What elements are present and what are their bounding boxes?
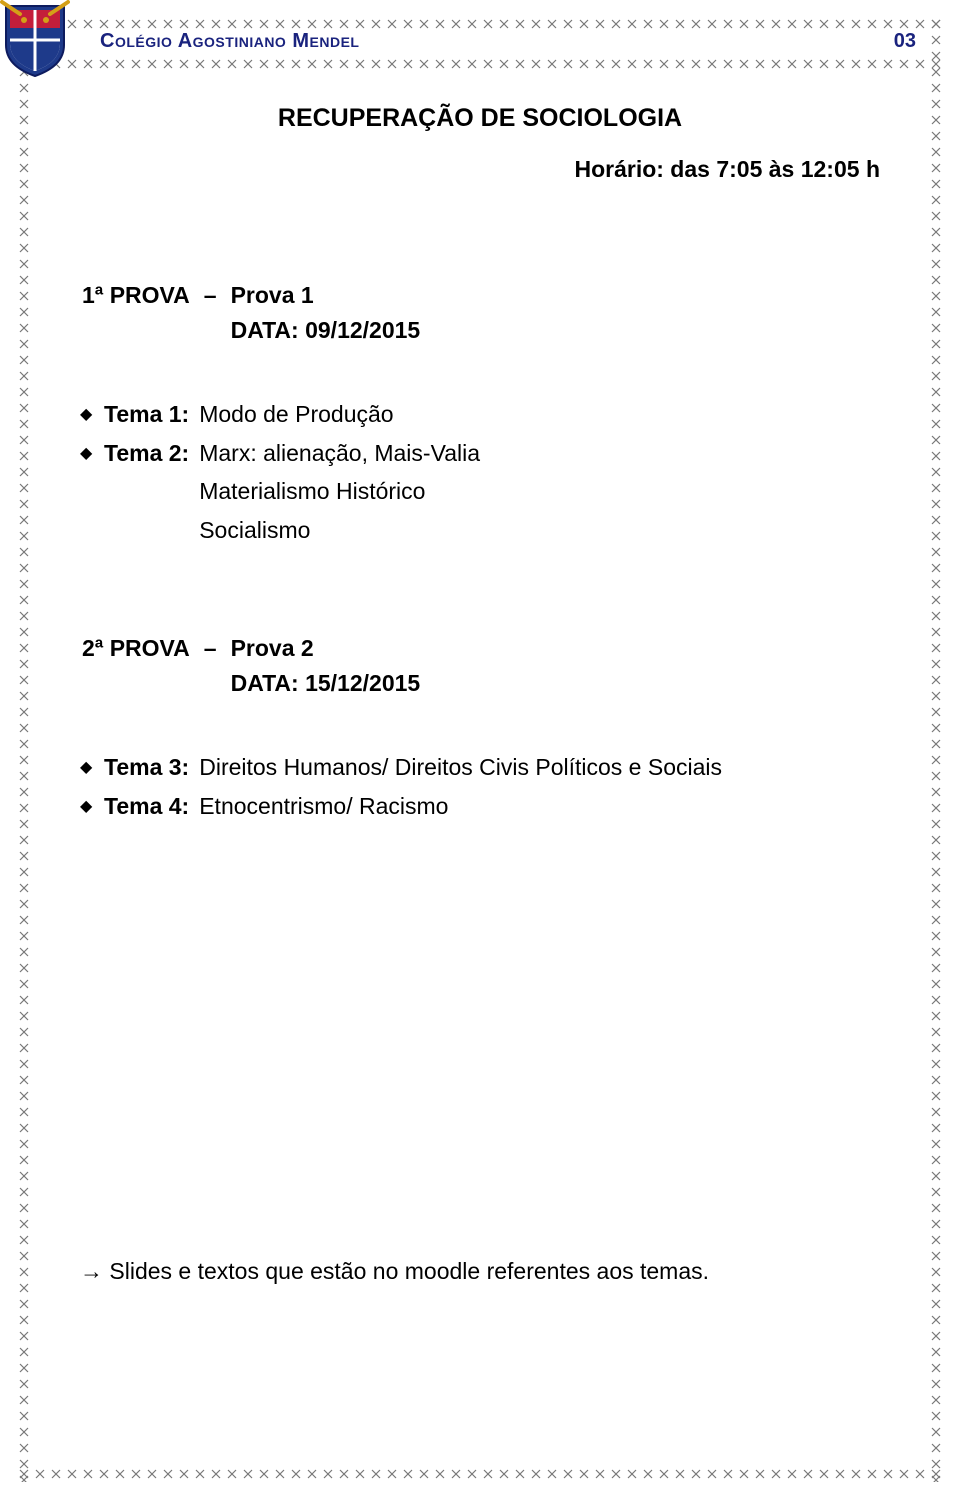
arrow-icon: → (80, 1258, 103, 1284)
prova1-heading: 1ª PROVA – Prova 1 DATA: 09/12/2015 (80, 276, 422, 349)
border-left (16, 16, 32, 1482)
border-top-2 (16, 56, 944, 72)
tema-row: ◆ Tema 2: Marx: alienação, Mais-Valia (80, 434, 480, 473)
tema-label: Tema 3: (104, 748, 199, 787)
prova1-label: 1ª PROVA (82, 278, 202, 347)
tema-text: Direitos Humanos/ Direitos Civis Polític… (199, 748, 722, 787)
content-area: RECUPERAÇÃO DE SOCIOLOGIA Horário: das 7… (80, 100, 880, 1438)
tema-text: Marx: alienação, Mais-Valia (199, 434, 480, 473)
prova2-date: DATA: 15/12/2015 (231, 666, 421, 701)
bullet-icon: ◆ (80, 395, 104, 434)
tema-row: ◆ Tema 1: Modo de Produção (80, 395, 480, 434)
tema-label: Tema 4: (104, 787, 199, 826)
tema-row: ◆ Tema 3: Direitos Humanos/ Direitos Civ… (80, 748, 722, 787)
school-name: Colégio Agostiniano Mendel (100, 30, 359, 53)
prova1-temas: ◆ Tema 1: Modo de Produção ◆ Tema 2: Mar… (80, 395, 480, 549)
bullet-icon: ◆ (80, 434, 104, 473)
border-right (928, 16, 944, 1482)
tema-sub-text: Materialismo Histórico (199, 472, 480, 511)
tema-row: ◆ Tema 4: Etnocentrismo/ Racismo (80, 787, 722, 826)
border-bottom (16, 1466, 944, 1482)
prova1-name: Prova 1 (231, 278, 421, 313)
prova2-label: 2ª PROVA (82, 631, 202, 700)
tema-sub-text: Socialismo (199, 511, 480, 550)
tema-sub-row: Materialismo Histórico (80, 472, 480, 511)
page-title: RECUPERAÇÃO DE SOCIOLOGIA (80, 100, 880, 138)
bullet-icon: ◆ (80, 748, 104, 787)
prova2-heading: 2ª PROVA – Prova 2 DATA: 15/12/2015 (80, 629, 422, 702)
prova2-name: Prova 2 (231, 631, 421, 666)
bullet-icon: ◆ (80, 787, 104, 826)
page-number: 03 (894, 30, 916, 53)
tema-sub-row: Socialismo (80, 511, 480, 550)
prova1-dash: – (204, 278, 229, 347)
tema-label: Tema 1: (104, 395, 199, 434)
tema-text: Modo de Produção (199, 395, 480, 434)
prova2-temas: ◆ Tema 3: Direitos Humanos/ Direitos Civ… (80, 748, 722, 825)
schedule-subtitle: Horário: das 7:05 às 12:05 h (80, 152, 880, 187)
footer-note: → Slides e textos que estão no moodle re… (80, 1254, 709, 1289)
tema-text: Etnocentrismo/ Racismo (199, 787, 722, 826)
school-logo-icon (0, 0, 70, 78)
prova1-date: DATA: 09/12/2015 (231, 313, 421, 348)
tema-label: Tema 2: (104, 434, 199, 473)
prova2-dash: – (204, 631, 229, 700)
footer-text: Slides e textos que estão no moodle refe… (109, 1258, 709, 1284)
header-line: Colégio Agostiniano Mendel 03 (100, 30, 916, 53)
